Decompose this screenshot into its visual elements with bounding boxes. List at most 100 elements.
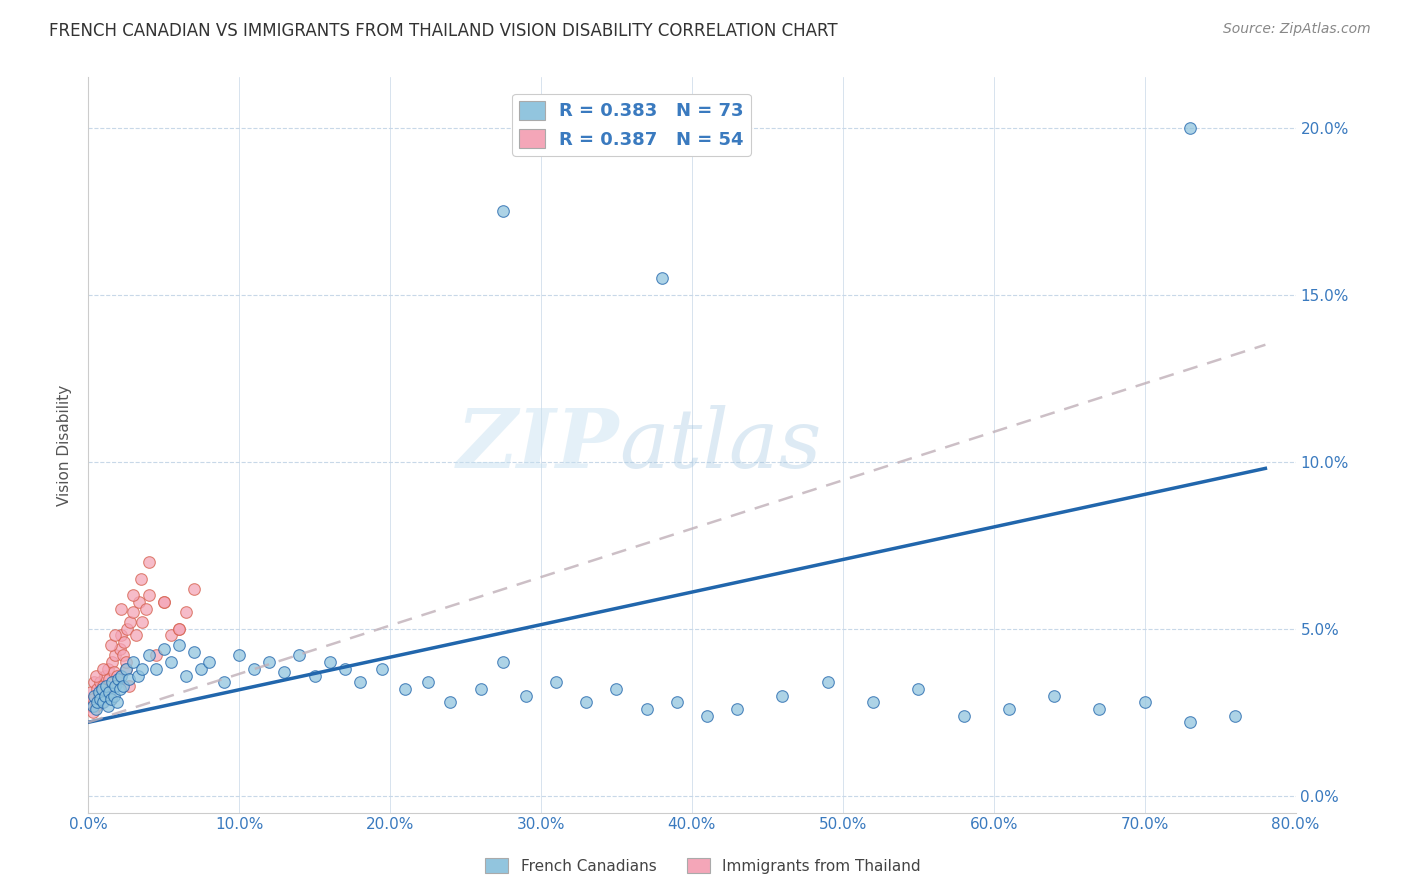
Point	[98, 685, 121, 699]
Point	[174, 605, 197, 619]
Point	[82, 692, 104, 706]
Point	[100, 692, 122, 706]
Point	[304, 668, 326, 682]
Point	[84, 698, 107, 713]
Point	[87, 685, 110, 699]
Point	[91, 695, 114, 709]
Point	[907, 681, 929, 696]
Point	[117, 622, 139, 636]
Point	[103, 665, 125, 680]
Point	[273, 665, 295, 680]
Point	[115, 662, 138, 676]
Point	[108, 641, 131, 656]
Point	[89, 675, 111, 690]
Point	[96, 685, 118, 699]
Point	[94, 668, 117, 682]
Point	[83, 675, 105, 690]
Point	[665, 695, 688, 709]
Point	[108, 681, 131, 696]
Point	[725, 702, 748, 716]
Point	[84, 668, 107, 682]
Point	[952, 708, 974, 723]
Point	[131, 662, 153, 676]
Point	[636, 702, 658, 716]
Point	[129, 572, 152, 586]
Point	[94, 689, 117, 703]
Point	[131, 615, 153, 629]
Point	[160, 655, 183, 669]
Point	[118, 679, 141, 693]
Point	[82, 698, 104, 713]
Point	[160, 628, 183, 642]
Point	[86, 695, 108, 709]
Point	[97, 698, 120, 713]
Point	[79, 698, 101, 713]
Point	[104, 679, 127, 693]
Point	[470, 681, 492, 696]
Point	[167, 622, 190, 636]
Point	[1088, 702, 1111, 716]
Point	[138, 555, 160, 569]
Point	[152, 641, 174, 656]
Point	[87, 689, 110, 703]
Point	[1043, 689, 1066, 703]
Point	[183, 645, 205, 659]
Point	[82, 706, 104, 720]
Point	[515, 689, 537, 703]
Point	[107, 672, 129, 686]
Point	[605, 681, 627, 696]
Point	[80, 685, 103, 699]
Point	[696, 708, 718, 723]
Point	[104, 628, 127, 642]
Point	[101, 675, 124, 690]
Legend: R = 0.383   N = 73, R = 0.387   N = 54: R = 0.383 N = 73, R = 0.387 N = 54	[512, 94, 751, 156]
Point	[103, 689, 125, 703]
Point	[394, 681, 416, 696]
Point	[152, 595, 174, 609]
Point	[115, 662, 138, 676]
Point	[111, 648, 134, 663]
Point	[100, 692, 122, 706]
Point	[112, 635, 135, 649]
Point	[145, 648, 167, 663]
Point	[1133, 695, 1156, 709]
Point	[115, 655, 138, 669]
Point	[100, 639, 122, 653]
Point	[228, 648, 250, 663]
Y-axis label: Vision Disability: Vision Disability	[58, 384, 72, 506]
Point	[128, 595, 150, 609]
Point	[1178, 120, 1201, 135]
Point	[145, 662, 167, 676]
Point	[575, 695, 598, 709]
Text: Source: ZipAtlas.com: Source: ZipAtlas.com	[1223, 22, 1371, 37]
Point	[118, 672, 141, 686]
Point	[111, 679, 134, 693]
Point	[1178, 715, 1201, 730]
Point	[127, 668, 149, 682]
Point	[198, 655, 221, 669]
Point	[1225, 708, 1247, 723]
Point	[104, 648, 127, 663]
Point	[90, 695, 112, 709]
Point	[110, 601, 132, 615]
Point	[97, 662, 120, 676]
Point	[817, 675, 839, 690]
Point	[98, 672, 121, 686]
Point	[91, 662, 114, 676]
Point	[105, 668, 128, 682]
Point	[110, 668, 132, 682]
Point	[998, 702, 1021, 716]
Text: FRENCH CANADIAN VS IMMIGRANTS FROM THAILAND VISION DISABILITY CORRELATION CHART: FRENCH CANADIAN VS IMMIGRANTS FROM THAIL…	[49, 22, 838, 40]
Point	[349, 675, 371, 690]
Point	[110, 628, 132, 642]
Text: atlas: atlas	[620, 405, 821, 485]
Point	[243, 662, 266, 676]
Point	[86, 681, 108, 696]
Point	[333, 662, 356, 676]
Point	[83, 689, 105, 703]
Point	[651, 271, 673, 285]
Point	[492, 204, 515, 219]
Point	[439, 695, 461, 709]
Point	[190, 662, 212, 676]
Point	[120, 615, 142, 629]
